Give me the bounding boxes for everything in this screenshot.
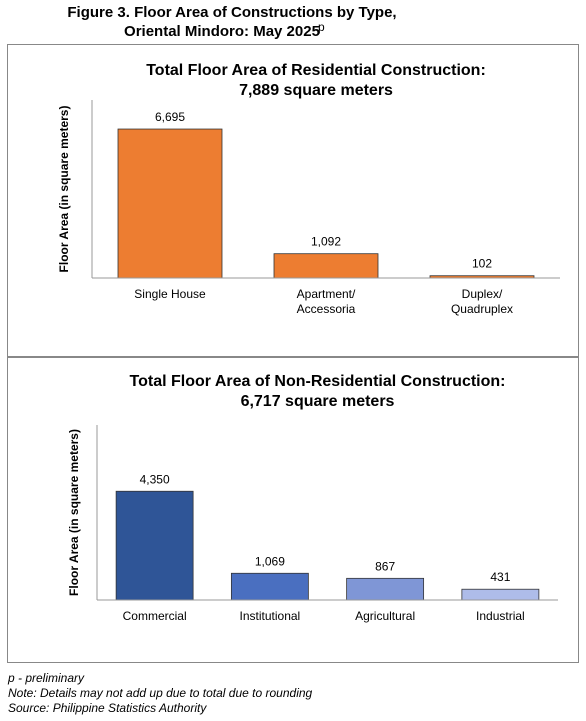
note: Source: Philippine Statistics Authority	[8, 701, 207, 715]
note: Note: Details may not add up due to tota…	[8, 686, 313, 700]
chart-title: Total Floor Area of Residential Construc…	[146, 62, 486, 79]
bar	[230, 572, 309, 601]
figure-title-superscript: p	[318, 20, 325, 34]
bar	[461, 588, 540, 601]
data-label: 431	[490, 570, 510, 584]
x-tick-label: Industrial	[476, 609, 525, 623]
bar	[115, 490, 194, 601]
chart-title: Total Floor Area of Non-Residential Cons…	[130, 373, 506, 390]
data-label: 867	[375, 559, 395, 573]
figure-title: Figure 3. Floor Area of Constructions by…	[67, 4, 396, 21]
note: p - preliminary	[7, 671, 85, 685]
x-tick-label: Institutional	[240, 609, 301, 623]
bar	[117, 128, 223, 279]
data-label: 1,069	[255, 554, 285, 568]
panel	[7, 44, 579, 357]
x-tick-label: Commercial	[123, 609, 187, 623]
data-label: 4,350	[140, 472, 170, 486]
chart-title: 6,717 square meters	[241, 393, 395, 410]
data-label: 1,092	[311, 235, 341, 249]
panel	[7, 357, 579, 663]
y-axis-label: Floor Area (in square meters)	[67, 429, 81, 596]
x-tick-label: Agricultural	[355, 609, 415, 623]
x-tick-label: Single House	[134, 287, 206, 301]
bar	[273, 253, 379, 279]
chart-title: 7,889 square meters	[239, 82, 393, 99]
x-tick-label: Apartment/Accessoria	[297, 287, 356, 316]
figure-title: Oriental Mindoro: May 2025	[124, 23, 320, 40]
bar	[346, 577, 425, 601]
y-axis-label: Floor Area (in square meters)	[57, 106, 71, 273]
x-tick-label: Duplex/Quadruplex	[451, 287, 513, 316]
data-label: 6,695	[155, 110, 185, 124]
data-label: 102	[472, 257, 492, 271]
